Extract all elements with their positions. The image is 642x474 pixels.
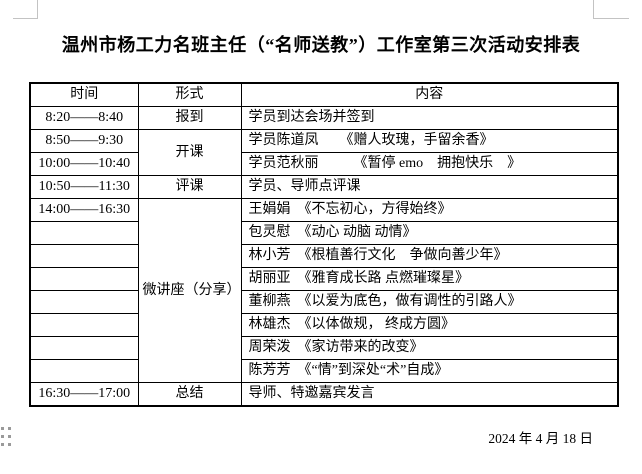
margin-corner-mark-right (593, 0, 629, 19)
table-header-row: 时间 形式 内容 (29, 82, 619, 107)
format-cell: 评课 (137, 175, 242, 199)
time-cell (29, 221, 139, 245)
content-cell: 董柳燕 《以爱为底色，做有调性的引路人》 (240, 290, 619, 314)
format-cell: 总结 (137, 382, 242, 407)
content-cell: 胡丽亚 《雅育成长路 点燃璀璨星》 (240, 267, 619, 291)
table-row: 董柳燕 《以爱为底色，做有调性的引路人》 (29, 290, 619, 314)
table-row: 陈芳芳 《“情”到深处“术”自成》 (29, 359, 619, 383)
table-row: 14:00——16:30 微讲座（分享） 王娟娟 《不忘初心，方得始终》 (29, 198, 619, 383)
content-cell: 学员、导师点评课 (240, 175, 619, 199)
table-row: 林小芳 《根植善行文化 争做向善少年》 (29, 244, 619, 268)
table-row: 包灵慰 《动心 动脑 动情》 (29, 221, 619, 245)
content-cell: 导师、特邀嘉宾发言 (240, 382, 619, 407)
format-cell: 报到 (137, 106, 242, 130)
format-cell: 微讲座（分享） (137, 198, 242, 383)
table-row: 10:50——11:30 评课 学员、导师点评课 (29, 175, 619, 199)
time-cell (29, 267, 139, 291)
page-title: 温州市杨工力名班主任（“名师送教”）工作室第三次活动安排表 (61, 35, 581, 55)
time-cell (29, 359, 139, 383)
time-cell: 16:30——17:00 (29, 382, 139, 407)
content-cell: 周荣泼 《家访带来的改变》 (240, 336, 619, 360)
table-row: 林雄杰 《以体做规， 终成方圆》 (29, 313, 619, 337)
content-cell: 学员到达会场并签到 (240, 106, 619, 130)
time-cell: 8:50——9:30 (29, 129, 139, 153)
time-cell (29, 244, 139, 268)
schedule-table: 时间 形式 内容 8:20——8:40 报到 学员到达会场并签到 8:50——9:30 开课… (29, 82, 619, 407)
time-cell (29, 313, 139, 337)
content-cell: 林雄杰 《以体做规， 终成方圆》 (240, 313, 619, 337)
content-cell: 包灵慰 《动心 动脑 动情》 (240, 221, 619, 245)
table-row: 胡丽亚 《雅育成长路 点燃璀璨星》 (29, 267, 619, 291)
table-row: 8:50——9:30 开课 学员陈道凤 《赠人玫瑰，手留余香》 (29, 129, 619, 176)
table-row: 10:00——10:40 学员范秋丽 《暂停 emo 拥抱快乐 》 (29, 152, 619, 176)
left-edge-artifact (1, 427, 13, 451)
content-cell: 林小芳 《根植善行文化 争做向善少年》 (240, 244, 619, 268)
margin-corner-mark-left (13, 0, 38, 19)
column-header: 时间 (29, 82, 139, 107)
time-cell (29, 290, 139, 314)
format-cell: 开课 (137, 129, 242, 176)
column-header: 形式 (137, 82, 242, 107)
content-cell: 王娟娟 《不忘初心，方得始终》 (240, 198, 619, 222)
document-date: 2024 年 4 月 18 日 (488, 431, 593, 446)
column-header: 内容 (240, 82, 619, 107)
table-row: 8:20——8:40 报到 学员到达会场并签到 (29, 106, 619, 130)
time-cell: 10:50——11:30 (29, 175, 139, 199)
table-row: 周荣泼 《家访带来的改变》 (29, 336, 619, 360)
content-cell: 学员陈道凤 《赠人玫瑰，手留余香》 (240, 129, 619, 153)
time-cell: 14:00——16:30 (29, 198, 139, 222)
content-cell: 学员范秋丽 《暂停 emo 拥抱快乐 》 (240, 152, 619, 176)
time-cell: 10:00——10:40 (29, 152, 139, 176)
time-cell: 8:20——8:40 (29, 106, 139, 130)
time-cell (29, 336, 139, 360)
table-row: 16:30——17:00 总结 导师、特邀嘉宾发言 (29, 382, 619, 407)
content-cell: 陈芳芳 《“情”到深处“术”自成》 (240, 359, 619, 383)
